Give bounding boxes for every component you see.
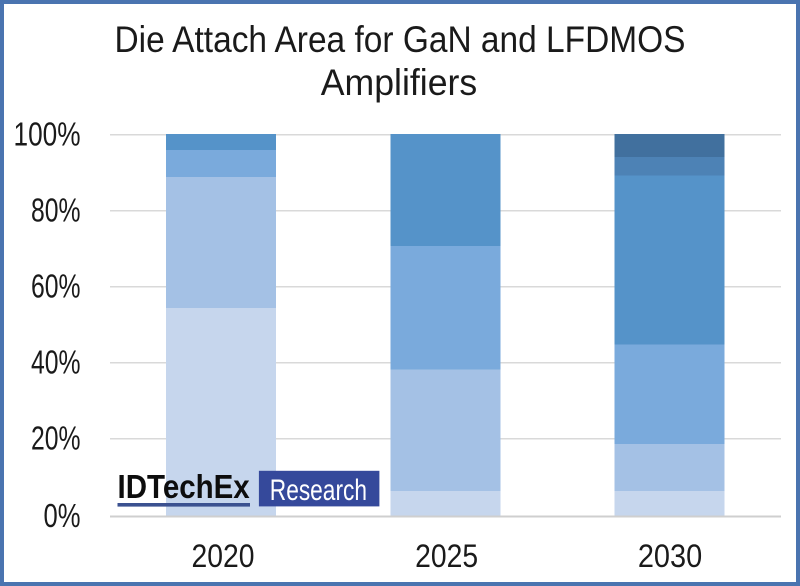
svg-text:2030: 2030 xyxy=(638,538,702,574)
svg-text:Amplifiers: Amplifiers xyxy=(321,62,478,103)
svg-text:100%: 100% xyxy=(14,115,81,152)
svg-text:Die Attach Area for GaN and LF: Die Attach Area for GaN and LFDMOS xyxy=(115,19,686,60)
svg-text:40%: 40% xyxy=(31,343,81,380)
svg-text:20%: 20% xyxy=(31,419,81,456)
svg-text:Research: Research xyxy=(270,474,367,507)
svg-text:2020: 2020 xyxy=(192,538,255,574)
svg-text:0%: 0% xyxy=(44,497,81,534)
svg-text:80%: 80% xyxy=(31,191,81,228)
svg-text:60%: 60% xyxy=(31,267,81,304)
svg-text:2025: 2025 xyxy=(415,538,478,574)
svg-text:IDTechEx: IDTechEx xyxy=(118,468,251,505)
